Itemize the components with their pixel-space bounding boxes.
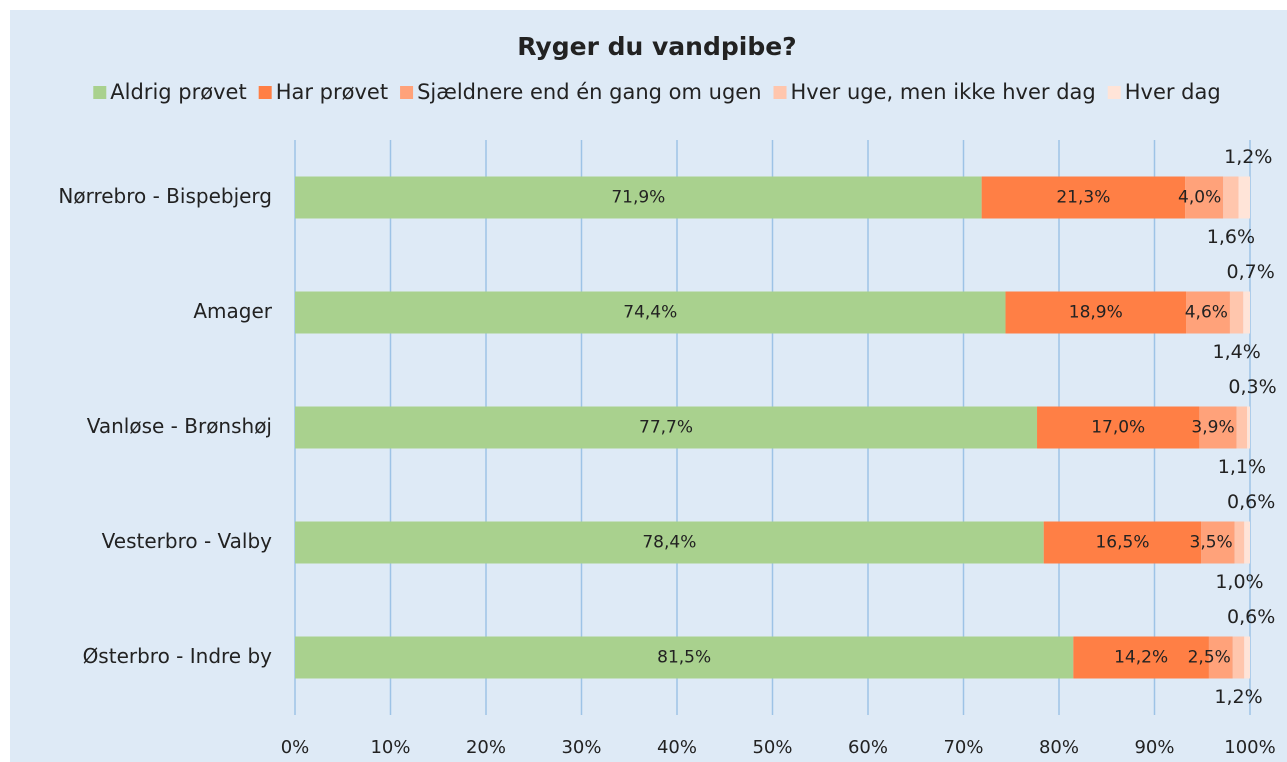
- legend-swatch: [1107, 86, 1121, 99]
- legend-swatch: [773, 86, 787, 99]
- data-label: 1,6%: [1207, 226, 1255, 248]
- data-label: 78,4%: [642, 533, 696, 553]
- data-label: 17,0%: [1091, 418, 1145, 438]
- bar-segment: [1243, 291, 1250, 334]
- data-label: 0,3%: [1228, 376, 1276, 398]
- legend-swatch: [400, 86, 414, 99]
- x-tick-label: 100%: [1224, 737, 1275, 758]
- data-label: 18,9%: [1069, 303, 1123, 323]
- x-tick-label: 90%: [1134, 737, 1174, 758]
- data-label: 71,9%: [611, 188, 665, 208]
- data-label: 3,5%: [1190, 533, 1233, 553]
- data-label: 74,4%: [623, 303, 677, 323]
- bar-segment: [1037, 406, 1200, 449]
- bar-segment: [1244, 636, 1250, 679]
- data-label: 4,6%: [1185, 303, 1228, 323]
- bar-segment: [1073, 636, 1209, 679]
- x-tick-label: 50%: [752, 737, 792, 758]
- data-label: 1,4%: [1212, 341, 1260, 363]
- bar-segment: [1208, 636, 1233, 679]
- legend-label: Hver uge, men ikke hver dag: [791, 80, 1096, 104]
- bar-segment: [295, 291, 1006, 334]
- bar-segment: [981, 176, 1186, 219]
- bar-segment: [1185, 176, 1224, 219]
- x-tick-label: 30%: [561, 737, 601, 758]
- bar-segment: [1005, 291, 1187, 334]
- data-label: 4,0%: [1178, 188, 1221, 208]
- legend: Aldrig prøvet Har prøvet Sjældnere end én …: [93, 80, 1221, 104]
- x-tick-label: 20%: [466, 737, 506, 758]
- data-label: 21,3%: [1056, 188, 1110, 208]
- y-tick-label: Vesterbro - Valby: [102, 529, 273, 553]
- bar-segment: [1247, 406, 1250, 449]
- y-tick-label: Vanløse - Brønshøj: [87, 414, 272, 438]
- bar-segment: [295, 176, 982, 219]
- bar-segment: [1201, 521, 1235, 564]
- x-tick-label: 0%: [281, 737, 310, 758]
- legend-swatch: [93, 86, 107, 99]
- bar-segment: [1199, 406, 1237, 449]
- legend-label: Sjældnere end én gang om ugen: [417, 80, 761, 104]
- y-tick-label: Amager: [193, 299, 272, 323]
- data-label: 77,7%: [639, 418, 693, 438]
- data-label: 2,5%: [1188, 648, 1231, 668]
- legend-label: Aldrig prøvet: [110, 80, 246, 104]
- x-tick-label: 70%: [943, 737, 983, 758]
- bar-segment: [1223, 176, 1239, 219]
- bar-segment: [1244, 521, 1250, 564]
- legend-label: Har prøvet: [276, 80, 388, 104]
- data-label: 14,2%: [1114, 648, 1168, 668]
- data-label: 3,9%: [1191, 418, 1234, 438]
- data-label: 0,6%: [1227, 606, 1275, 628]
- bar-segment: [295, 636, 1074, 679]
- data-label: 16,5%: [1095, 533, 1149, 553]
- y-tick-label: Østerbro - Indre by: [83, 644, 273, 668]
- legend-swatch: [258, 86, 272, 99]
- x-tick-label: 60%: [848, 737, 888, 758]
- data-label: 1,2%: [1224, 146, 1272, 168]
- bar-segment: [1236, 406, 1248, 449]
- data-label: 81,5%: [657, 648, 711, 668]
- data-label: 0,6%: [1227, 491, 1275, 513]
- x-tick-label: 10%: [370, 737, 410, 758]
- bar-segment: [1234, 521, 1245, 564]
- y-tick-label: Nørrebro - Bispebjerg: [58, 184, 272, 208]
- bar-segment: [295, 406, 1038, 449]
- data-label: 1,0%: [1215, 571, 1263, 593]
- data-label: 1,1%: [1218, 456, 1266, 478]
- data-label: 0,7%: [1227, 261, 1275, 283]
- bar-segment: [1186, 291, 1230, 334]
- bar-segment: [1229, 291, 1244, 334]
- legend-label: Hver dag: [1125, 80, 1221, 104]
- bar-segment: [1232, 636, 1245, 679]
- x-tick-label: 40%: [657, 737, 697, 758]
- data-label: 1,2%: [1214, 686, 1262, 708]
- x-tick-label: 80%: [1039, 737, 1079, 758]
- bar-segment: [1238, 176, 1250, 219]
- chart-title: Ryger du vandpibe?: [517, 32, 796, 61]
- bar-segment: [295, 521, 1044, 564]
- bar-segment: [1043, 521, 1202, 564]
